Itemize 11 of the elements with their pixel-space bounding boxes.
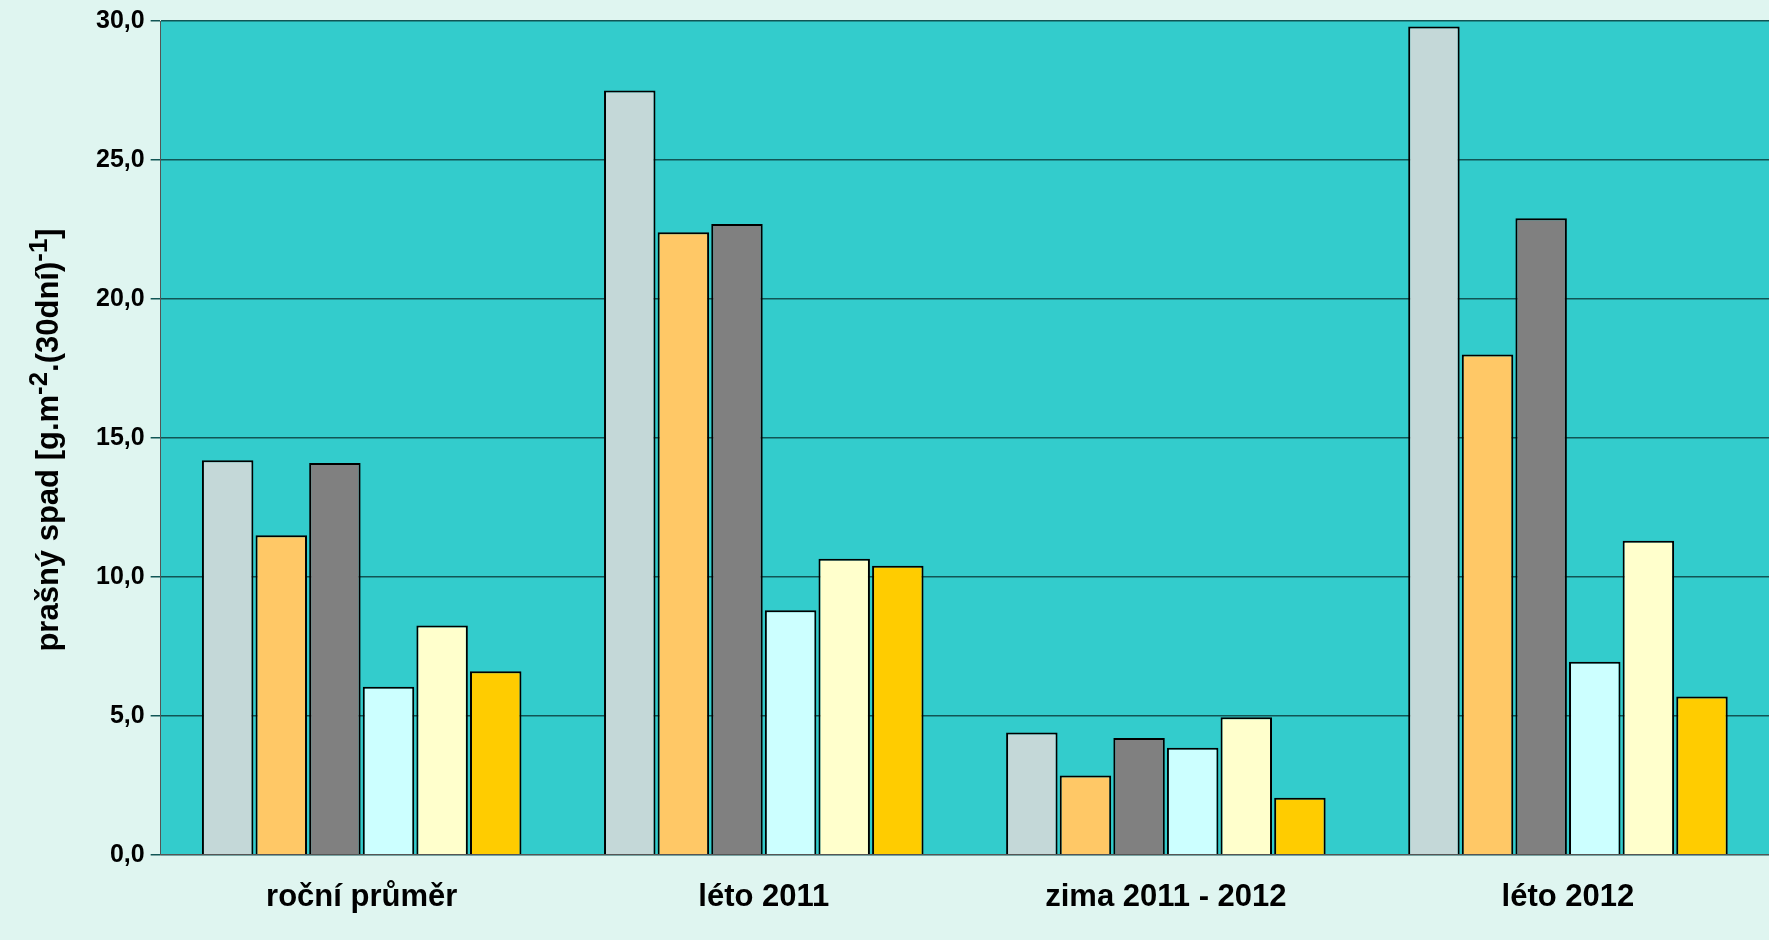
y-tick-label: 0,0 — [109, 838, 145, 867]
y-tick-label: 10,0 — [95, 560, 145, 589]
y-tick-label: 20,0 — [95, 282, 145, 311]
y-tick-label: 15,0 — [95, 421, 145, 450]
y-tick-label: 25,0 — [95, 143, 145, 172]
y-tick-label: 30,0 — [95, 4, 145, 33]
x-tick-label: zima 2011 - 2012 — [1045, 877, 1287, 913]
y-tick-label: 5,0 — [109, 699, 145, 728]
x-tick-label: léto 2011 — [698, 877, 830, 913]
x-tick-label: léto 2012 — [1501, 877, 1635, 913]
x-tick-label: roční průměr — [266, 877, 458, 913]
